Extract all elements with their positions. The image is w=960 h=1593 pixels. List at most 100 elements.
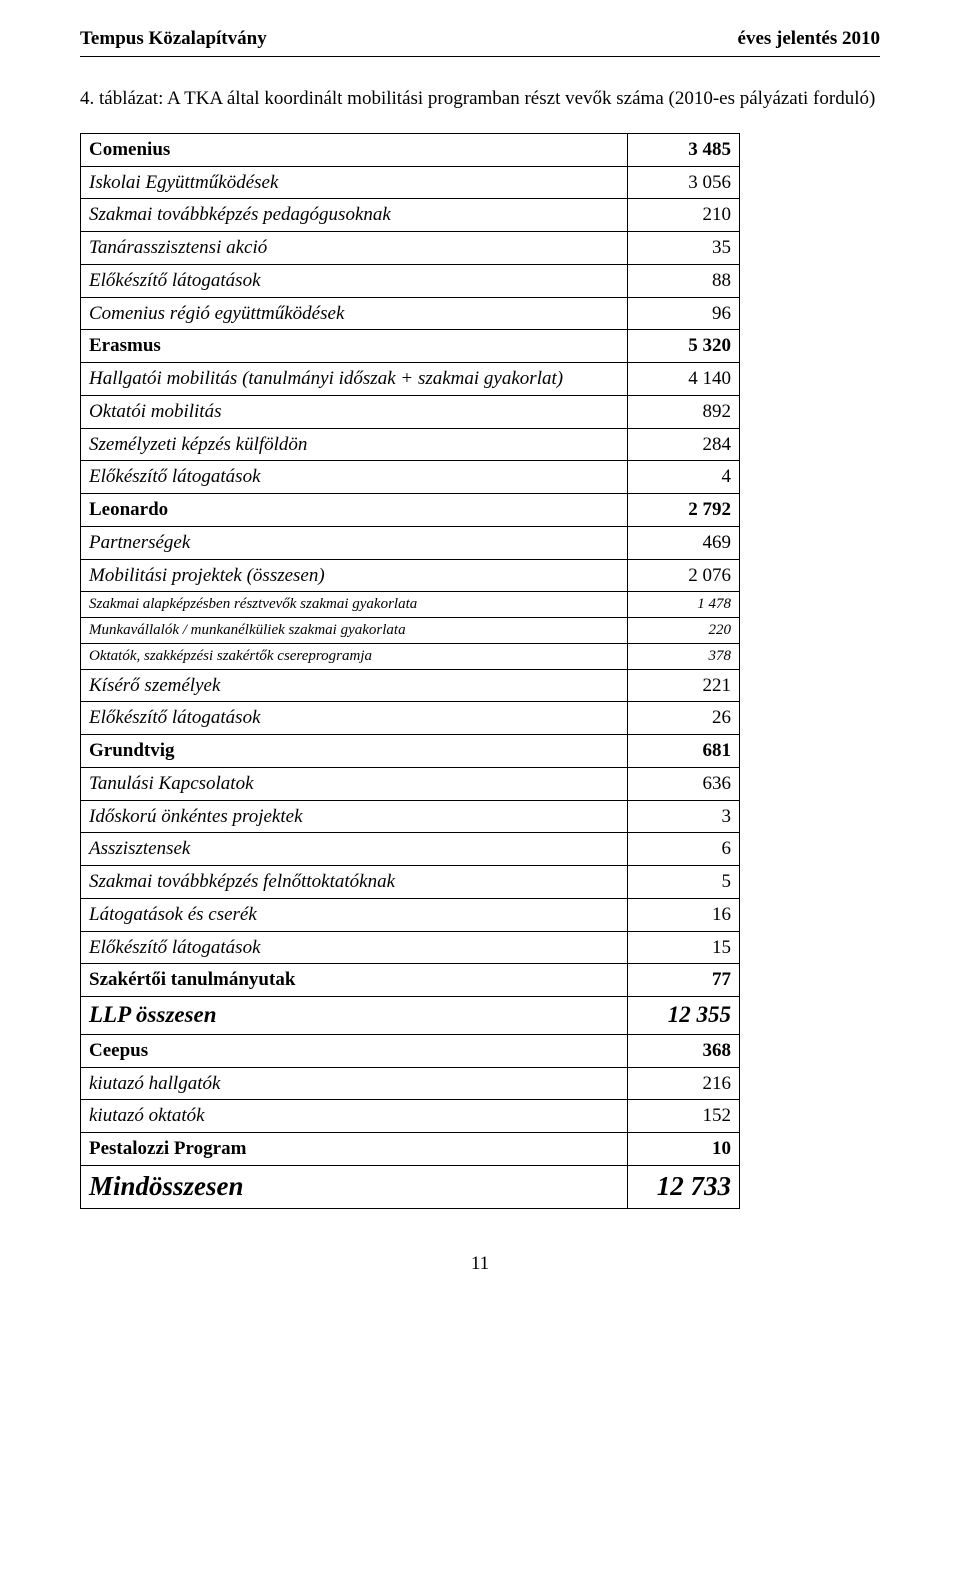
table-row: Ceepus368: [81, 1034, 740, 1067]
row-value: 96: [628, 297, 740, 330]
row-label: Szakmai alapképzésben résztvevők szakmai…: [81, 592, 628, 618]
table-row: Tanulási Kapcsolatok636: [81, 767, 740, 800]
row-label: Pestalozzi Program: [81, 1133, 628, 1166]
table-row: Pestalozzi Program10: [81, 1133, 740, 1166]
table-row: Erasmus5 320: [81, 330, 740, 363]
row-value: 26: [628, 702, 740, 735]
table-row: Comenius3 485: [81, 133, 740, 166]
row-value: 2 792: [628, 494, 740, 527]
content: 4. táblázat: A TKA által koordinált mobi…: [0, 57, 960, 1209]
table-row: kiutazó hallgatók216: [81, 1067, 740, 1100]
table-row: Grundtvig681: [81, 735, 740, 768]
row-label: Munkavállalók / munkanélküliek szakmai g…: [81, 618, 628, 644]
row-label: Kísérő személyek: [81, 669, 628, 702]
table-row: Leonardo2 792: [81, 494, 740, 527]
row-label: Iskolai Együttműködések: [81, 166, 628, 199]
table-row: Szakmai továbbképzés felnőttoktatóknak5: [81, 866, 740, 899]
table-row: Munkavállalók / munkanélküliek szakmai g…: [81, 618, 740, 644]
table-row: Szakmai alapképzésben résztvevők szakmai…: [81, 592, 740, 618]
row-label: Partnerségek: [81, 526, 628, 559]
row-label: Grundtvig: [81, 735, 628, 768]
row-value: 2 076: [628, 559, 740, 592]
row-value: 3: [628, 800, 740, 833]
table-row: Időskorú önkéntes projektek3: [81, 800, 740, 833]
row-value: 216: [628, 1067, 740, 1100]
row-value: 4: [628, 461, 740, 494]
row-label: Asszisztensek: [81, 833, 628, 866]
row-value: 16: [628, 898, 740, 931]
header-left: Tempus Közalapítvány: [80, 28, 267, 50]
table-row: Mobilitási projektek (összesen)2 076: [81, 559, 740, 592]
row-value: 152: [628, 1100, 740, 1133]
row-value: 368: [628, 1034, 740, 1067]
table-row: Előkészítő látogatások88: [81, 264, 740, 297]
row-value: 88: [628, 264, 740, 297]
table-row: LLP összesen12 355: [81, 997, 740, 1035]
row-value: 284: [628, 428, 740, 461]
row-label: Leonardo: [81, 494, 628, 527]
table-row: Hallgatói mobilitás (tanulmányi időszak …: [81, 363, 740, 396]
row-label: Előkészítő látogatások: [81, 702, 628, 735]
table-row: Oktatók, szakképzési szakértők csereprog…: [81, 643, 740, 669]
row-value: 6: [628, 833, 740, 866]
table-row: Személyzeti képzés külföldön284: [81, 428, 740, 461]
row-label: Oktatói mobilitás: [81, 395, 628, 428]
row-value: 35: [628, 232, 740, 265]
mobility-table: Comenius3 485Iskolai Együttműködések3 05…: [80, 133, 740, 1209]
row-label: Személyzeti képzés külföldön: [81, 428, 628, 461]
row-label: LLP összesen: [81, 997, 628, 1035]
row-value: 681: [628, 735, 740, 768]
table-row: Kísérő személyek221: [81, 669, 740, 702]
header-right: éves jelentés 2010: [738, 28, 880, 50]
row-value: 4 140: [628, 363, 740, 396]
row-value: 77: [628, 964, 740, 997]
table-title: 4. táblázat: A TKA által koordinált mobi…: [80, 87, 880, 111]
row-label: Tanulási Kapcsolatok: [81, 767, 628, 800]
table-row: Tanárasszisztensi akció35: [81, 232, 740, 265]
row-label: Előkészítő látogatások: [81, 461, 628, 494]
row-value: 15: [628, 931, 740, 964]
row-value: 1 478: [628, 592, 740, 618]
row-label: Comenius régió együttműködések: [81, 297, 628, 330]
row-value: 5: [628, 866, 740, 899]
row-value: 10: [628, 1133, 740, 1166]
row-value: 636: [628, 767, 740, 800]
row-label: Erasmus: [81, 330, 628, 363]
row-value: 221: [628, 669, 740, 702]
table-row: Látogatások és cserék16: [81, 898, 740, 931]
row-value: 210: [628, 199, 740, 232]
table-row: Szakértői tanulmányutak77: [81, 964, 740, 997]
row-label: Hallgatói mobilitás (tanulmányi időszak …: [81, 363, 628, 396]
table-row: Előkészítő látogatások26: [81, 702, 740, 735]
row-value: 12 355: [628, 997, 740, 1035]
row-label: kiutazó oktatók: [81, 1100, 628, 1133]
row-label: Szakértői tanulmányutak: [81, 964, 628, 997]
row-label: Mobilitási projektek (összesen): [81, 559, 628, 592]
row-value: 5 320: [628, 330, 740, 363]
table-row: Asszisztensek6: [81, 833, 740, 866]
row-value: 469: [628, 526, 740, 559]
table-row: Oktatói mobilitás892: [81, 395, 740, 428]
row-label: Mindösszesen: [81, 1165, 628, 1208]
row-label: Oktatók, szakképzési szakértők csereprog…: [81, 643, 628, 669]
table-row: Iskolai Együttműködések3 056: [81, 166, 740, 199]
table-row: Partnerségek469: [81, 526, 740, 559]
row-label: Látogatások és cserék: [81, 898, 628, 931]
row-label: Tanárasszisztensi akció: [81, 232, 628, 265]
row-value: 12 733: [628, 1165, 740, 1208]
row-label: Comenius: [81, 133, 628, 166]
row-value: 892: [628, 395, 740, 428]
page-header: Tempus Közalapítvány éves jelentés 2010: [0, 0, 960, 54]
table-row: kiutazó oktatók152: [81, 1100, 740, 1133]
row-label: Szakmai továbbképzés felnőttoktatóknak: [81, 866, 628, 899]
row-label: kiutazó hallgatók: [81, 1067, 628, 1100]
page-number: 11: [0, 1209, 960, 1305]
row-label: Ceepus: [81, 1034, 628, 1067]
row-label: Előkészítő látogatások: [81, 931, 628, 964]
table-row: Előkészítő látogatások4: [81, 461, 740, 494]
table-row: Előkészítő látogatások15: [81, 931, 740, 964]
row-value: 220: [628, 618, 740, 644]
table-row: Szakmai továbbképzés pedagógusoknak210: [81, 199, 740, 232]
row-value: 378: [628, 643, 740, 669]
row-label: Előkészítő látogatások: [81, 264, 628, 297]
